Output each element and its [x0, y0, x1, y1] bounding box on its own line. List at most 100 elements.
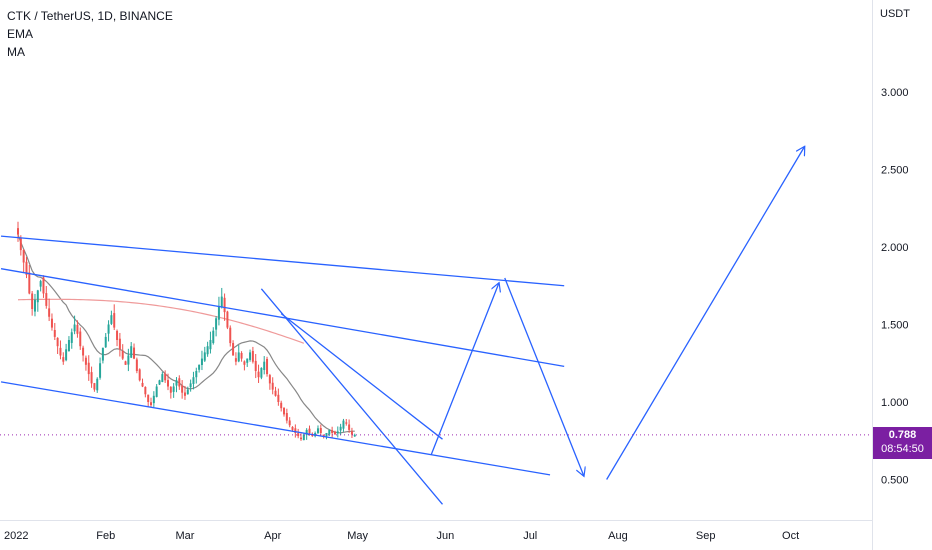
candle-body — [277, 394, 280, 402]
x-tick-label: 2022 — [4, 530, 28, 542]
candle-body — [48, 308, 51, 317]
candle-body — [133, 347, 136, 359]
chart-legend: CTK / TetherUS, 1D, BINANCE EMA MA — [7, 7, 173, 61]
last-price-tag: 0.788 08:54:50 — [873, 426, 932, 459]
candle-body — [240, 352, 243, 359]
candle-body — [31, 293, 34, 309]
time-axis[interactable]: 2022 Feb Mar Apr May Jun Jul Aug Sep Oct — [4, 530, 799, 542]
trend-line — [0, 268, 565, 367]
candle-body — [217, 305, 220, 320]
candle-body — [118, 338, 121, 350]
candle-body — [189, 383, 192, 388]
x-tick-label: Oct — [782, 530, 799, 542]
candle-body — [141, 382, 144, 387]
candle-body — [178, 378, 181, 387]
candle-body — [99, 363, 102, 378]
candle-body — [336, 431, 339, 434]
candle-body — [226, 311, 229, 328]
candle-body — [127, 355, 130, 365]
candle-body — [223, 297, 226, 313]
candle-body — [339, 426, 342, 431]
forecast-arrow — [430, 283, 499, 455]
forecast-arrow — [504, 277, 584, 476]
x-tick-label: Jun — [436, 530, 454, 542]
trend-line — [0, 235, 565, 287]
candle-body — [161, 374, 164, 382]
candle-body — [198, 364, 201, 370]
x-tick-label: Apr — [264, 530, 281, 542]
candle-body — [220, 296, 223, 307]
candle-body — [25, 261, 28, 275]
candle-body — [87, 362, 90, 375]
candle-body — [169, 386, 172, 393]
y-tick-label: 1.500 — [881, 320, 909, 332]
drawings-layer[interactable] — [0, 146, 805, 505]
candle-body — [17, 228, 19, 235]
trend-line — [0, 381, 551, 476]
indicator-ema-label[interactable]: EMA — [7, 27, 34, 41]
candle-body — [263, 361, 266, 370]
candle-body — [36, 290, 39, 303]
candle-body — [302, 434, 305, 441]
candle-body — [257, 371, 260, 378]
candle-body — [19, 238, 22, 251]
x-tick-label: May — [347, 530, 368, 542]
candle-body — [166, 380, 169, 387]
candle-body — [192, 377, 195, 384]
indicator-ma-label[interactable]: MA — [7, 45, 25, 59]
currency-label[interactable]: USDT — [880, 8, 910, 20]
candle-body — [82, 347, 85, 356]
candle-body — [342, 420, 345, 429]
symbol-title[interactable]: CTK / TetherUS, 1D, BINANCE — [7, 9, 173, 23]
candle-body — [79, 331, 82, 347]
candle-body — [164, 373, 167, 381]
candle-body — [33, 299, 36, 312]
candle-body — [243, 361, 246, 365]
candle-body — [345, 422, 348, 424]
candle-body — [260, 367, 263, 378]
candle-body — [22, 250, 25, 263]
candle-body — [350, 431, 353, 435]
candle-body — [144, 386, 147, 395]
y-tick-label: 2.500 — [881, 165, 909, 177]
ma-line — [17, 298, 305, 344]
y-tick-label: 1.000 — [881, 397, 909, 409]
candle-body — [147, 394, 150, 402]
candle-body — [45, 293, 48, 306]
candle-body — [93, 383, 96, 390]
candle-body — [251, 350, 254, 362]
candle-body — [322, 434, 325, 437]
candle-body — [249, 352, 252, 360]
candle-body — [116, 330, 119, 340]
candle-body — [195, 371, 198, 378]
candle-body — [297, 433, 300, 437]
candle-body — [65, 349, 68, 361]
x-tick-label: Mar — [175, 530, 194, 542]
candle-body — [300, 437, 302, 440]
candle-body — [234, 358, 237, 362]
candle-body — [172, 386, 175, 392]
candle-body — [268, 375, 271, 384]
candle-body — [138, 369, 141, 381]
ma-line-layer — [17, 234, 355, 434]
y-tick-label: 0.500 — [881, 475, 909, 487]
candle-body — [90, 372, 93, 384]
candle-body — [73, 324, 76, 332]
candle-body — [209, 340, 212, 350]
x-tick-label: Jul — [523, 530, 537, 542]
price-axis[interactable]: 3.000 2.500 2.000 1.500 1.000 0.500 — [881, 87, 909, 487]
candle-body — [56, 337, 59, 347]
candle-body — [229, 327, 232, 344]
candle-body — [181, 385, 184, 393]
candle-body — [294, 428, 297, 433]
trend-line — [280, 313, 443, 440]
candle-body — [107, 324, 110, 334]
candle-body — [232, 343, 235, 356]
candle-body — [67, 340, 70, 352]
candle-body — [50, 318, 53, 328]
candle-body — [150, 402, 153, 406]
y-tick-label: 2.000 — [881, 242, 909, 254]
candle-body — [84, 357, 87, 365]
candle-body — [215, 318, 218, 330]
